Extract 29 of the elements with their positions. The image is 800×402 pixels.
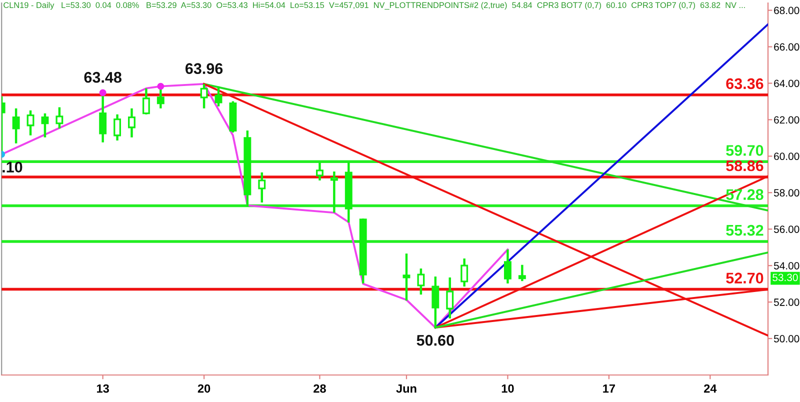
annotation: 50.60 xyxy=(416,334,454,346)
x-tick-label: 20 xyxy=(198,384,210,393)
ref-line-label: 59.70 xyxy=(726,145,764,156)
x-tick-label: Jun xyxy=(396,384,416,393)
annotation: 63.96 xyxy=(185,63,223,74)
x-tick-label: 17 xyxy=(603,384,615,393)
x-tick-label: 24 xyxy=(704,384,717,393)
y-tick-label: 64.00 xyxy=(774,80,800,88)
ref-line-label: 55.32 xyxy=(726,224,764,236)
annotation: 63.48 xyxy=(84,72,122,83)
y-tick-label: 66.00 xyxy=(774,43,800,51)
ref-line-label: 58.86 xyxy=(726,160,764,172)
y-tick-label: 58.00 xyxy=(774,189,800,197)
y-tick-label: 56.00 xyxy=(774,226,800,233)
ref-line-label: 52.70 xyxy=(726,272,764,284)
y-tick-label: 50.00 xyxy=(774,335,800,342)
y-tick-label: 54.00 xyxy=(774,262,800,270)
x-tick-label: 10 xyxy=(502,384,514,393)
y-tick-label: 62.00 xyxy=(774,116,800,124)
x-tick-label: 28 xyxy=(314,384,326,393)
y-tick-label: 60.00 xyxy=(774,152,800,160)
x-tick-label: 13 xyxy=(97,384,109,393)
y-tick-label: 52.00 xyxy=(774,298,800,306)
annotation: .10 xyxy=(2,162,22,173)
ref-line-label: 63.36 xyxy=(726,78,764,90)
y-tick-label: 68.00 xyxy=(774,6,800,14)
chart-title: CLN19 - Daily L=53.30 0.04 0.08% B=53.29 A=53.30 O=53.43 Hi=54.04 Lo=53.15 V=457,091 NV_PLOTTRENDPOINTS#2 (2,true) 54.84 CPR3 BOT7 (0,7) 60.10 CPR3 TOP7 (0,7) 63.82 NV ... xyxy=(4,2,745,10)
ref-line-label: 57.28 xyxy=(726,189,764,200)
text: 53.30 xyxy=(772,274,798,282)
